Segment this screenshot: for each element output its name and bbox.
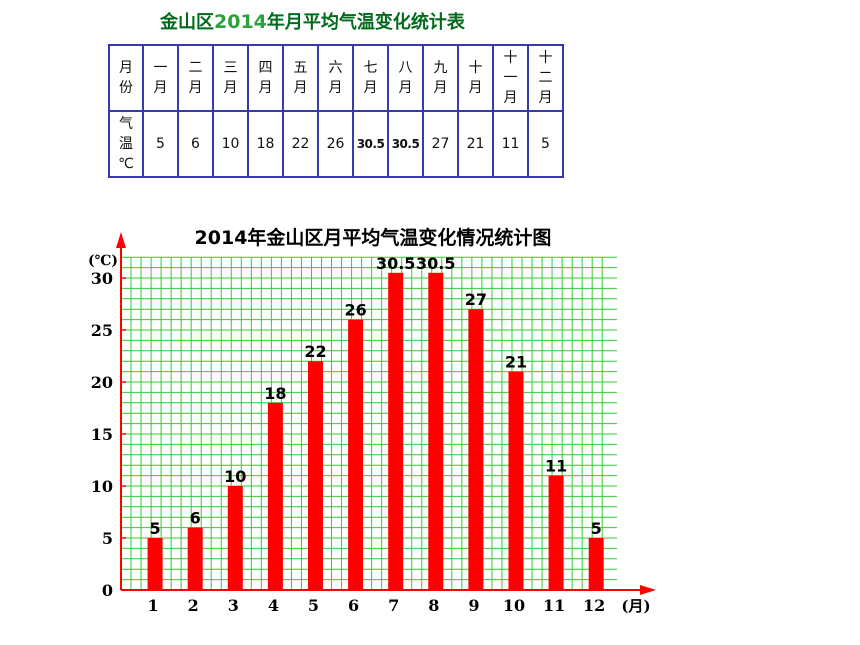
- bar: [508, 371, 524, 590]
- x-tick-label: 5: [308, 596, 319, 615]
- temperature-cell: 5: [142, 110, 179, 178]
- y-tick-label: 5: [102, 529, 113, 548]
- x-tick-label: 12: [583, 596, 605, 615]
- month-cell: 四月: [247, 44, 284, 112]
- bar: [227, 486, 243, 590]
- x-tick-label: 7: [388, 596, 399, 615]
- month-cell: 十一月: [492, 44, 529, 112]
- temperature-table: 月份 一月 二月 三月 四月 五月 六月 七月 八月 九月 十月 十一月 十二月…: [108, 44, 564, 178]
- month-cell: 三月: [212, 44, 249, 112]
- bar-data-label: 18: [264, 384, 286, 403]
- month-cell: 二月: [177, 44, 214, 112]
- y-tick-label: 15: [91, 425, 113, 444]
- bar-data-label: 30.5: [416, 254, 455, 273]
- table-title-year: 2014: [214, 11, 267, 33]
- bar: [548, 475, 564, 590]
- bar-data-label: 22: [304, 342, 326, 361]
- bar-data-label: 27: [465, 290, 487, 309]
- bar-data-label: 11: [545, 457, 567, 476]
- temperature-cell: 30.5: [352, 110, 389, 178]
- bar: [388, 272, 404, 590]
- bar-data-label: 30.5: [376, 254, 415, 273]
- x-axis-unit-label: (月): [621, 597, 650, 615]
- x-tick-label: 8: [428, 596, 439, 615]
- temperature-cell: 11: [492, 110, 529, 178]
- temperature-cell: 30.5: [387, 110, 424, 178]
- y-tick-label: 25: [91, 321, 113, 340]
- x-tick-label: 1: [148, 596, 159, 615]
- temperature-cell: 27: [422, 110, 459, 178]
- table-title-suffix: 年月平均气温变化统计表: [266, 12, 465, 33]
- temperature-cell: 18: [247, 110, 284, 178]
- month-cell: 十二月: [527, 44, 564, 112]
- bar: [588, 538, 604, 590]
- month-cell: 九月: [422, 44, 459, 112]
- temperature-row: 气温 ℃ 5 6 10 18 22 26 30.5 30.5 27 21 11 5: [108, 110, 564, 178]
- month-cell: 七月: [352, 44, 389, 112]
- bar: [428, 272, 444, 590]
- bar-data-label: 5: [150, 519, 161, 538]
- chart-bars: [147, 272, 604, 590]
- temperature-header-cell: 气温 ℃: [108, 110, 144, 178]
- y-tick-label: 0: [102, 581, 113, 600]
- month-cell: 十月: [457, 44, 494, 112]
- temperature-cell: 22: [282, 110, 319, 178]
- bar: [468, 309, 484, 590]
- x-tick-label: 4: [268, 596, 279, 615]
- y-axis-unit-label: (℃): [88, 253, 118, 269]
- x-tick-label: 11: [543, 596, 565, 615]
- x-tick-label: 3: [228, 596, 239, 615]
- month-cell: 一月: [142, 44, 179, 112]
- month-cell: 六月: [317, 44, 354, 112]
- bar-data-label: 26: [344, 301, 366, 320]
- chart-labels: 0 5 10 15 20 25 30 5 1 6 2 10 3 18 4 22 5 26 6 30.5 7 30.5 8 27…: [91, 254, 606, 615]
- x-axis-arrow: [640, 585, 656, 595]
- x-tick-label: 6: [348, 596, 359, 615]
- bar: [147, 538, 163, 590]
- y-tick-label: 10: [91, 477, 113, 496]
- bar-data-label: 10: [224, 467, 246, 486]
- x-tick-label: 9: [468, 596, 479, 615]
- temperature-cell: 21: [457, 110, 494, 178]
- y-tick-label: 20: [91, 373, 113, 392]
- temperature-cell: 5: [527, 110, 564, 178]
- month-cell: 五月: [282, 44, 319, 112]
- bar-data-label: 21: [505, 353, 527, 372]
- y-tick-label: 30: [91, 269, 113, 288]
- bar: [267, 402, 283, 590]
- x-tick-label: 10: [503, 596, 525, 615]
- bar-data-label: 5: [591, 519, 602, 538]
- chart-title: 2014年金山区月平均气温变化情况统计图: [195, 226, 552, 249]
- temperature-cell: 26: [317, 110, 354, 178]
- month-row: 月份 一月 二月 三月 四月 五月 六月 七月 八月 九月 十月 十一月 十二月: [108, 44, 564, 112]
- table-title-prefix: 金山区: [160, 12, 214, 33]
- table-title: 金山区2014年月平均气温变化统计表: [160, 8, 465, 34]
- temperature-cell: 10: [212, 110, 249, 178]
- bar: [187, 527, 203, 590]
- bar: [348, 319, 364, 590]
- month-header-cell: 月份: [108, 44, 144, 112]
- x-tick-label: 2: [188, 596, 199, 615]
- y-axis-arrow: [116, 232, 126, 248]
- bar-data-label: 6: [190, 509, 201, 528]
- bar: [307, 361, 323, 590]
- month-cell: 八月: [387, 44, 424, 112]
- temperature-cell: 6: [177, 110, 214, 178]
